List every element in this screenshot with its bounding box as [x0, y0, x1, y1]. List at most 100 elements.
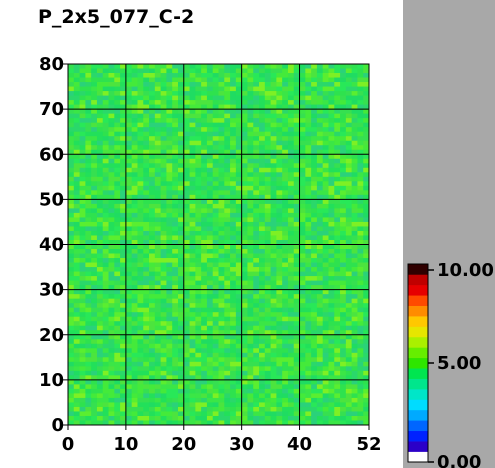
- heatmap-cell: [183, 384, 190, 390]
- heatmap-cell: [299, 158, 306, 164]
- heatmap-cell: [114, 406, 121, 412]
- heatmap-cell: [102, 379, 109, 385]
- y-tick-label: 10: [39, 370, 64, 391]
- heatmap-cell: [270, 280, 277, 286]
- heatmap-cell: [131, 357, 138, 363]
- heatmap-cell: [68, 267, 75, 272]
- heatmap-cell: [195, 145, 202, 151]
- heatmap-cell: [85, 154, 92, 160]
- heatmap-cell: [259, 95, 266, 101]
- heatmap-cell: [328, 262, 335, 268]
- heatmap-cell: [102, 217, 109, 223]
- heatmap-cell: [299, 303, 306, 309]
- heatmap-cell: [143, 352, 150, 358]
- heatmap-cell: [264, 140, 271, 146]
- heatmap-cell: [345, 221, 353, 227]
- heatmap-cell: [79, 104, 86, 110]
- heatmap-cell: [172, 348, 179, 354]
- heatmap-cell: [230, 253, 237, 259]
- heatmap-cell: [149, 86, 156, 92]
- heatmap-cell: [311, 397, 318, 403]
- heatmap-cell: [73, 86, 80, 92]
- heatmap-cell: [287, 375, 295, 381]
- heatmap-cell: [120, 370, 127, 376]
- heatmap-cell: [235, 109, 243, 115]
- heatmap-cell: [177, 158, 185, 164]
- colorbar-swatch: [408, 441, 428, 452]
- heatmap-cell: [68, 370, 75, 376]
- heatmap-cell: [218, 361, 225, 367]
- heatmap-cell: [316, 226, 324, 232]
- heatmap-cell: [125, 249, 133, 254]
- heatmap-cell: [212, 343, 219, 349]
- heatmap-cell: [143, 267, 150, 272]
- heatmap-cell: [282, 339, 289, 345]
- heatmap-cell: [85, 163, 92, 169]
- heatmap-cell: [154, 100, 162, 106]
- heatmap-cell: [345, 348, 353, 354]
- heatmap-cell: [102, 100, 109, 106]
- heatmap-cell: [125, 289, 133, 295]
- heatmap-cell: [282, 276, 289, 281]
- heatmap-cell: [108, 190, 115, 196]
- heatmap-cell: [328, 82, 335, 87]
- heatmap-cell: [363, 104, 370, 110]
- heatmap-cell: [357, 226, 364, 232]
- heatmap-cell: [114, 357, 121, 363]
- heatmap-cell: [131, 384, 138, 390]
- heatmap-cell: [177, 253, 185, 259]
- heatmap-cell: [345, 163, 353, 169]
- heatmap-cell: [293, 384, 300, 390]
- heatmap-cell: [299, 140, 306, 146]
- heatmap-cell: [177, 339, 185, 345]
- heatmap-cell: [125, 140, 133, 146]
- heatmap-cell: [259, 285, 266, 291]
- heatmap-cell: [299, 113, 306, 119]
- heatmap-cell: [85, 298, 92, 304]
- heatmap-cell: [311, 388, 318, 394]
- heatmap-cell: [149, 298, 156, 304]
- heatmap-cell: [79, 131, 86, 137]
- heatmap-cell: [218, 203, 225, 209]
- heatmap-cell: [120, 217, 127, 223]
- heatmap-cell: [91, 325, 98, 331]
- heatmap-cell: [253, 208, 260, 214]
- heatmap-cell: [149, 230, 156, 236]
- heatmap-cell: [357, 82, 364, 87]
- heatmap-cell: [68, 276, 75, 281]
- heatmap-cell: [68, 86, 75, 92]
- heatmap-cell: [166, 330, 173, 336]
- heatmap-cell: [172, 176, 179, 182]
- heatmap-cell: [363, 100, 370, 106]
- heatmap-cell: [316, 357, 324, 363]
- heatmap-cell: [247, 181, 254, 187]
- heatmap-cell: [305, 127, 312, 133]
- heatmap-cell: [351, 258, 358, 263]
- heatmap-cell: [79, 316, 86, 322]
- heatmap-cell: [195, 307, 202, 313]
- heatmap-cell: [206, 86, 214, 92]
- heatmap-cell: [357, 118, 364, 124]
- heatmap-cell: [212, 298, 219, 304]
- heatmap-cell: [276, 163, 283, 169]
- heatmap-cell: [91, 348, 98, 354]
- heatmap-cell: [224, 298, 231, 304]
- heatmap-cell: [206, 104, 214, 110]
- heatmap-cell: [241, 77, 248, 83]
- heatmap-cell: [177, 127, 185, 133]
- heatmap-cell: [311, 244, 318, 250]
- heatmap-cell: [79, 212, 86, 218]
- heatmap-cell: [276, 289, 283, 295]
- heatmap-cell: [259, 217, 266, 223]
- heatmap-cell: [96, 118, 104, 124]
- heatmap-cell: [235, 212, 243, 218]
- heatmap-cell: [125, 230, 133, 236]
- heatmap-cell: [253, 388, 260, 394]
- heatmap-cell: [305, 289, 312, 295]
- heatmap-cell: [311, 235, 318, 241]
- heatmap-cell: [328, 411, 335, 417]
- heatmap-cell: [276, 285, 283, 291]
- heatmap-cell: [235, 271, 243, 277]
- heatmap-cell: [264, 77, 271, 83]
- heatmap-cell: [282, 357, 289, 363]
